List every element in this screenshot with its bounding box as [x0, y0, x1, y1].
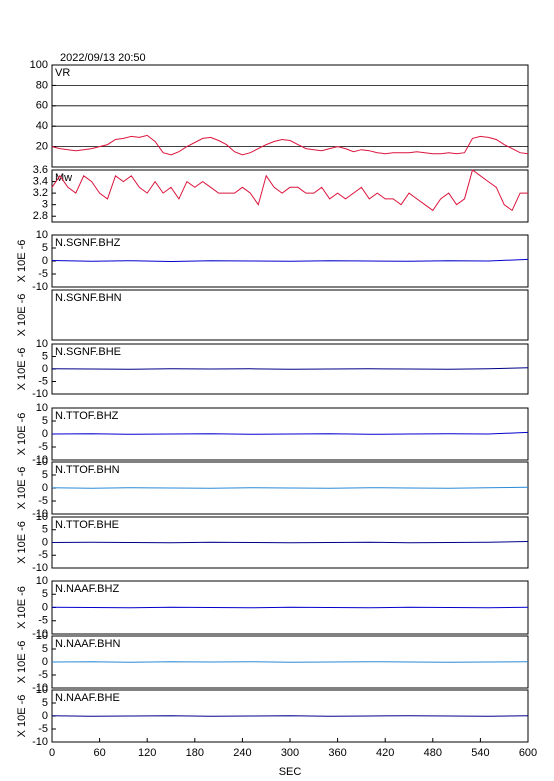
- x-tick-label: 300: [281, 747, 299, 759]
- panel-label: N.SGNF.BHE: [55, 346, 121, 358]
- y-tick-label: 3.2: [33, 187, 48, 199]
- y-tick-label: 5: [42, 350, 48, 362]
- panel-label: N.NAAF.BHZ: [55, 583, 119, 595]
- y-tick-label: 0: [42, 482, 48, 494]
- y-tick-label: 10: [36, 684, 48, 696]
- y-tick-label: -10: [32, 508, 48, 520]
- panel-frame: [51, 64, 529, 168]
- y-tick-label: -10: [32, 388, 48, 400]
- trace: [51, 134, 529, 156]
- trace: [51, 367, 529, 370]
- y-tick-label: -10: [32, 736, 48, 748]
- y-tick-label: 0: [42, 428, 48, 440]
- panel-label: N.TTOF.BHZ: [55, 410, 119, 422]
- y-tick-label: 100: [30, 59, 48, 71]
- y-tick-label: 5: [42, 469, 48, 481]
- panel-frame: [51, 169, 529, 223]
- y-axis-label: X 10E -6: [16, 521, 28, 564]
- y-tick-label: -10: [32, 454, 48, 466]
- y-tick-label: -5: [38, 441, 48, 453]
- y-tick-label: 5: [42, 588, 48, 600]
- x-tick-label: 420: [376, 747, 394, 759]
- y-axis-label: X 10E -6: [16, 294, 28, 337]
- y-tick-label: 3.6: [33, 164, 48, 176]
- panel-label: N.SGNF.BHN: [55, 292, 122, 304]
- y-tick-label: -5: [38, 723, 48, 735]
- y-tick-label: -5: [38, 549, 48, 561]
- panel-label: N.SGNF.BHZ: [55, 237, 121, 249]
- y-tick-label: 10: [36, 229, 48, 241]
- y-axis-label: X 10E -6: [16, 240, 28, 283]
- trace: [51, 661, 529, 663]
- trace: [51, 169, 528, 212]
- y-tick-label: 5: [42, 643, 48, 655]
- panel-label: N.TTOF.BHE: [55, 519, 119, 531]
- y-tick-label: -5: [38, 495, 48, 507]
- trace: [51, 541, 529, 544]
- y-axis-label: X 10E -6: [16, 348, 28, 391]
- y-axis-label: X 10E -6: [16, 467, 28, 510]
- y-tick-label: 10: [36, 402, 48, 414]
- x-tick-label: 120: [138, 747, 156, 759]
- y-tick-label: -5: [38, 669, 48, 681]
- y-tick-label: 20: [36, 141, 48, 153]
- y-tick-label: 10: [36, 511, 48, 523]
- y-tick-label: 5: [42, 415, 48, 427]
- x-tick-label: 480: [424, 747, 442, 759]
- y-tick-label: -10: [32, 281, 48, 293]
- y-tick-label: 0: [42, 536, 48, 548]
- panel-label: N.NAAF.BHE: [55, 692, 120, 704]
- y-tick-label: 0: [42, 363, 48, 375]
- y-tick-label: 2.8: [33, 210, 48, 222]
- y-tick-label: 60: [36, 100, 48, 112]
- trace: [51, 606, 529, 609]
- panel-label: N.TTOF.BHN: [55, 464, 120, 476]
- y-tick-label: -10: [32, 682, 48, 694]
- y-tick-label: 5: [42, 242, 48, 254]
- y-tick-label: -5: [38, 375, 48, 387]
- y-tick-label: 0: [42, 601, 48, 613]
- y-tick-label: 40: [36, 120, 48, 132]
- x-tick-label: 600: [519, 747, 537, 759]
- y-tick-label: 0: [42, 255, 48, 267]
- x-tick-label: 60: [93, 747, 105, 759]
- x-axis-label: SEC: [279, 766, 302, 778]
- y-tick-label: -5: [38, 615, 48, 627]
- y-tick-label: 10: [36, 338, 48, 350]
- y-tick-label: -10: [32, 562, 48, 574]
- panel-label: VR: [55, 67, 70, 79]
- y-tick-label: 3: [42, 199, 48, 211]
- trace: [51, 258, 529, 263]
- y-tick-label: 10: [36, 630, 48, 642]
- y-axis-label: X 10E -6: [16, 695, 28, 738]
- y-tick-label: 0: [42, 656, 48, 668]
- y-axis-label: X 10E -6: [16, 641, 28, 684]
- y-axis-label: X 10E -6: [16, 586, 28, 629]
- panel-frame: [51, 289, 529, 341]
- y-tick-label: 10: [36, 575, 48, 587]
- chart-title: 2022/09/13 20:50: [60, 52, 146, 64]
- x-tick-label: 0: [49, 747, 55, 759]
- y-tick-label: 3.4: [33, 175, 48, 187]
- trace: [51, 486, 529, 489]
- x-tick-label: 360: [328, 747, 346, 759]
- y-axis-label: X 10E -6: [16, 413, 28, 456]
- x-tick-label: 240: [233, 747, 251, 759]
- y-tick-label: 5: [42, 524, 48, 536]
- panel-label: N.NAAF.BHN: [55, 638, 120, 650]
- y-tick-label: -5: [38, 268, 48, 280]
- x-tick-label: 180: [186, 747, 204, 759]
- x-tick-label: 540: [471, 747, 489, 759]
- trace: [51, 715, 529, 717]
- y-tick-label: 0: [42, 710, 48, 722]
- y-tick-label: 5: [42, 697, 48, 709]
- panel-label: Mw: [55, 172, 72, 184]
- y-tick-label: -10: [32, 628, 48, 640]
- trace: [51, 431, 529, 435]
- y-tick-label: 80: [36, 79, 48, 91]
- y-tick-label: 10: [36, 456, 48, 468]
